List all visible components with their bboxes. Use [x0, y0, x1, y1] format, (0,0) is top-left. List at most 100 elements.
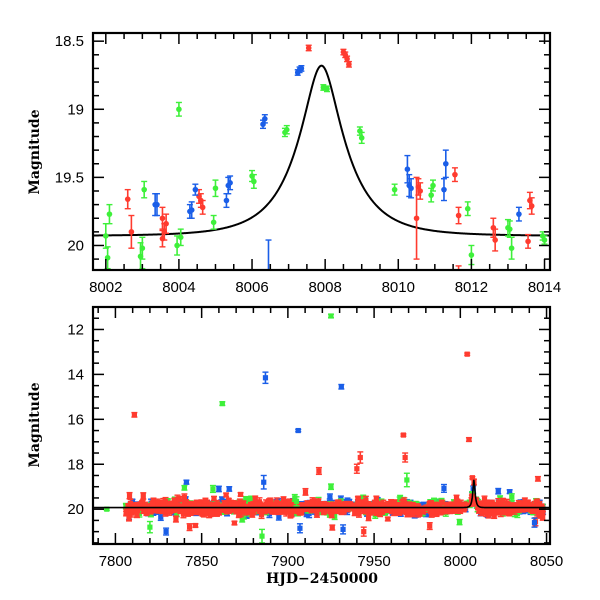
baseline-point-blue-0	[163, 527, 170, 536]
data-point-green-10	[210, 214, 217, 230]
data-point-green-25-marker	[506, 226, 513, 232]
data-point-red-16	[417, 182, 424, 200]
baseline-point-blue-201-marker	[441, 485, 447, 491]
data-point-red-24	[455, 265, 462, 270]
data-point-blue-4-marker	[192, 186, 199, 193]
data-point-red-18	[455, 206, 462, 225]
data-point-blue-18	[515, 206, 522, 222]
data-point-green-6-marker	[176, 106, 182, 113]
baseline-point-blue-0-marker	[163, 528, 169, 535]
data-point-green-19	[391, 183, 398, 196]
baseline-point-blue-54-marker	[158, 514, 164, 520]
baseline-point-green-631-marker	[174, 510, 180, 517]
data-point-red-9	[305, 44, 312, 52]
data-point-blue-17	[442, 149, 449, 179]
data-point-red-22-marker	[528, 203, 535, 209]
baseline-point-red-745-marker	[173, 516, 179, 522]
data-point-red-20	[492, 228, 499, 252]
data-point-green-7-marker	[174, 242, 180, 249]
top-xtick-label: 8008	[308, 279, 341, 296]
data-point-green-2	[106, 203, 113, 225]
data-point-blue-5	[223, 193, 230, 209]
baseline-point-green-702-marker	[397, 495, 403, 502]
bot-plot-area	[93, 313, 550, 544]
data-point-green-6	[175, 101, 182, 117]
data-point-green-9	[212, 179, 219, 198]
data-point-red-22	[528, 197, 535, 215]
data-point-red-8	[199, 199, 206, 215]
data-point-green-18	[358, 131, 365, 145]
baseline-point-green-377-marker	[246, 498, 252, 504]
baseline-point-green-570-marker	[360, 494, 366, 500]
baseline-point-blue-204-marker	[507, 489, 513, 495]
baseline-point-red-821	[223, 492, 230, 498]
data-point-red-8-marker	[199, 204, 206, 211]
data-point-red-5	[163, 213, 170, 234]
data-point-blue-13	[404, 154, 411, 184]
data-point-green-28-marker	[541, 237, 548, 243]
data-point-green-16	[323, 85, 330, 93]
baseline-point-red-869-marker	[274, 499, 280, 505]
data-point-green-16-marker	[324, 86, 330, 92]
data-point-red-2-marker	[159, 215, 166, 222]
data-point-green-10-marker	[210, 219, 217, 226]
data-point-green-0-marker	[102, 233, 109, 239]
data-point-red-16-marker	[417, 188, 424, 194]
baseline-point-green-390	[209, 484, 216, 494]
data-point-red-18-marker	[455, 212, 462, 219]
data-point-green-8-marker	[177, 234, 184, 241]
data-point-red-9-marker	[305, 45, 312, 51]
baseline-point-blue-251-marker	[276, 514, 282, 520]
top-ytick-label: 20	[67, 237, 84, 254]
top-xtick-label: 8010	[382, 279, 415, 296]
data-point-blue-15-marker	[408, 185, 414, 192]
data-point-blue-1	[153, 193, 160, 217]
data-point-green-26-marker	[508, 245, 515, 252]
data-point-green-14	[283, 124, 290, 135]
baseline-point-green-391-marker	[332, 513, 338, 519]
baseline-point-green-390-marker	[210, 486, 216, 492]
data-point-green-20-marker	[428, 192, 434, 198]
data-point-blue-9-marker	[262, 116, 268, 122]
baseline-point-green-466-marker	[456, 519, 463, 525]
data-point-red-1	[128, 214, 135, 249]
baseline-point-blue-354	[183, 479, 190, 485]
data-point-green-12	[250, 173, 257, 189]
data-point-blue-3	[188, 201, 195, 219]
data-point-green-8	[177, 228, 184, 247]
data-point-green-31	[509, 273, 515, 287]
data-point-red-5-marker	[163, 220, 169, 227]
baseline-point-green-466	[456, 518, 463, 526]
top-ytick-label: 19	[67, 101, 84, 118]
data-point-green-22	[464, 201, 471, 217]
data-point-red-0-marker	[124, 196, 131, 202]
data-point-red-20-marker	[492, 237, 498, 243]
baseline-point-green-682-marker	[243, 496, 249, 502]
data-point-green-28	[541, 235, 548, 245]
data-point-green-2-marker	[106, 211, 113, 217]
baseline-point-red-731-marker	[150, 497, 157, 503]
data-point-blue-17-marker	[443, 160, 449, 167]
data-point-blue-12	[298, 64, 305, 72]
bottom-panel-data	[93, 313, 550, 544]
baseline-point-blue-201	[440, 483, 447, 493]
baseline-point-blue-126-marker	[219, 496, 225, 503]
data-point-green-0	[102, 222, 109, 249]
data-point-green-22-marker	[464, 205, 471, 212]
top-xtick-label: 8012	[455, 279, 488, 296]
data-point-blue-16-marker	[441, 186, 447, 193]
data-point-blue-7-marker	[227, 180, 233, 186]
data-point-green-5-marker	[139, 245, 146, 252]
data-point-green-3-marker	[141, 186, 147, 193]
data-point-green-12-marker	[251, 178, 257, 185]
top-xtick-label: 8004	[162, 279, 195, 296]
data-point-green-23-marker	[468, 252, 475, 258]
baseline-point-red-821-marker	[223, 492, 229, 498]
data-point-red-0	[124, 188, 131, 210]
data-point-blue-7	[227, 175, 234, 191]
baseline-point-red-745	[172, 515, 179, 523]
data-point-red-23	[525, 233, 532, 249]
top-panel-axes: 8002 8004 8006 8008 8010 8012 8014 18.5 19 19.5 20	[55, 31, 561, 296]
